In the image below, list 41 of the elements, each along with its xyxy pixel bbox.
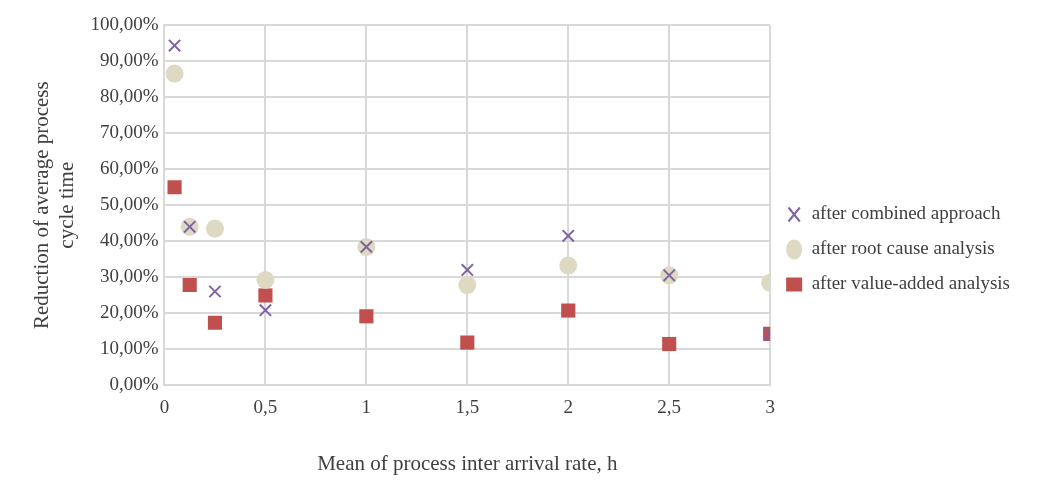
point	[561, 229, 575, 243]
y-tick-label: 50,00%	[99, 193, 159, 215]
x-tick-label: 2,5	[657, 396, 682, 418]
legend-label: after root cause analysis	[811, 237, 995, 259]
point	[359, 309, 374, 324]
y-tick-label: 80,00%	[99, 85, 159, 107]
point	[662, 336, 677, 352]
point	[167, 180, 182, 195]
y-tick-label: 90,00%	[99, 49, 159, 71]
point	[458, 276, 477, 295]
y-tick-label: 70,00%	[99, 121, 159, 143]
x-tick-label: 0	[159, 396, 170, 418]
y-tick-label: 20,00%	[99, 301, 159, 323]
legend-label: after value-added analysis	[811, 272, 1011, 294]
point	[460, 335, 475, 350]
y-tick-label: 0,00%	[109, 372, 159, 394]
point	[207, 315, 223, 330]
point	[258, 303, 273, 317]
point	[208, 284, 222, 299]
point	[165, 64, 184, 83]
x-tick-label: 3	[765, 396, 775, 418]
point	[182, 277, 197, 293]
x-tick-label: 1	[361, 396, 372, 418]
y-tick-label: 40,00%	[99, 229, 159, 251]
y-axis-title: Reduction of average process cycle time	[29, 81, 79, 330]
point	[258, 288, 273, 303]
legend-label: after combined approach	[811, 202, 1001, 224]
y-tick-label: 100,00%	[90, 13, 159, 35]
x-tick-label: 0,5	[253, 396, 278, 418]
x-axis-title: Mean of process inter arrival rate, h	[317, 450, 618, 475]
y-tick-label: 60,00%	[99, 157, 159, 179]
x-tick-label: 1,5	[455, 396, 480, 418]
point	[167, 38, 182, 53]
point	[561, 303, 576, 318]
y-tick-label: 30,00%	[99, 265, 159, 287]
y-tick-label: 10,00%	[99, 337, 159, 359]
x-tick-label: 2	[563, 396, 574, 418]
point	[205, 219, 224, 238]
point	[460, 263, 474, 277]
point	[559, 256, 578, 275]
point	[256, 271, 275, 289]
